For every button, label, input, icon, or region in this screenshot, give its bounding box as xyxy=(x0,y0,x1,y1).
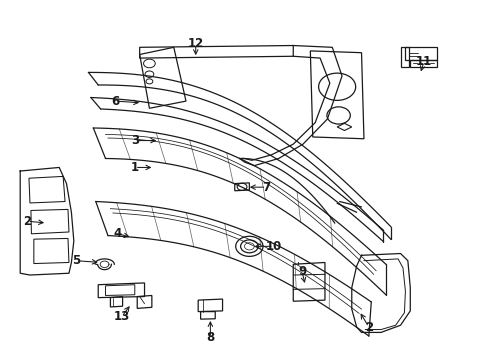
Text: 12: 12 xyxy=(187,37,203,50)
Text: 3: 3 xyxy=(130,134,139,147)
Text: 10: 10 xyxy=(265,240,281,253)
Text: 4: 4 xyxy=(113,227,122,240)
Text: 2: 2 xyxy=(23,215,32,228)
Text: 8: 8 xyxy=(206,331,214,344)
Text: 7: 7 xyxy=(262,181,270,194)
Text: 13: 13 xyxy=(113,310,129,324)
Text: 2: 2 xyxy=(364,320,372,333)
Text: 1: 1 xyxy=(130,161,139,174)
Text: 5: 5 xyxy=(72,254,80,267)
Text: 9: 9 xyxy=(297,265,305,278)
Text: 6: 6 xyxy=(111,95,119,108)
Text: 11: 11 xyxy=(415,55,431,68)
